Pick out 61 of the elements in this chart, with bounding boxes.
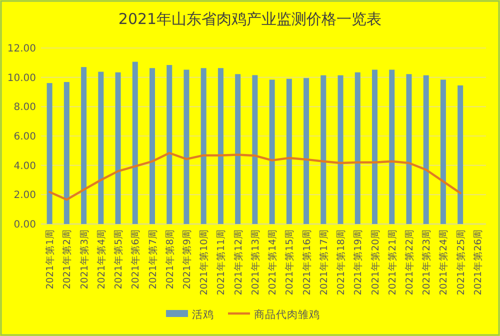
x-tick-label: 2021年第3周: [78, 229, 90, 290]
x-tick-label: 2021年第18周: [335, 229, 348, 296]
bar: [440, 80, 446, 224]
bar: [389, 70, 395, 224]
y-tick-label: 10.00: [7, 72, 36, 84]
x-tick-label: 2021年第21周: [386, 229, 398, 296]
y-tick-label: 8.00: [14, 102, 36, 114]
bar: [98, 72, 104, 224]
x-tick-label: 2021年第22周: [403, 229, 416, 296]
bar: [200, 68, 206, 224]
x-tick-label: 2021年第12周: [232, 229, 244, 296]
bar: [320, 75, 326, 224]
x-tick-label: 2021年第19周: [352, 229, 364, 296]
bar: [354, 72, 360, 224]
x-tick-label: 2021年第23周: [420, 229, 433, 296]
bar: [372, 70, 378, 224]
x-tick-label: 2021年第24周: [438, 229, 450, 296]
x-tick-label: 2021年第25周: [454, 229, 467, 296]
x-tick-label: 2021年第15周: [284, 229, 296, 296]
y-tick-label: 4.00: [14, 160, 36, 172]
legend-label: 商品代肉雏鸡: [254, 308, 320, 321]
y-tick-label: 6.00: [14, 132, 36, 142]
bar: [81, 67, 87, 224]
x-tick-label: 2021年第26周: [472, 229, 484, 296]
bar: [166, 65, 172, 224]
x-tick-label: 2021年第16周: [300, 229, 313, 296]
x-tick-label: 2021年第20周: [369, 229, 382, 296]
bar: [64, 82, 70, 224]
x-tick-label: 2021年第2周: [61, 229, 74, 290]
y-tick-label: 12.00: [7, 44, 36, 54]
x-tick-label: 2021年第8周: [164, 229, 176, 290]
bar: [235, 74, 241, 224]
bar: [46, 83, 52, 224]
y-tick-label: 2.00: [14, 190, 36, 202]
bar: [115, 72, 121, 224]
bar: [338, 75, 344, 224]
bar: [252, 75, 258, 224]
bar: [286, 78, 292, 224]
bar: [304, 78, 310, 224]
x-tick-label: 2021年第1周: [44, 229, 56, 290]
y-tick-label: 0.00: [14, 220, 36, 230]
x-tick-label: 2021年第10周: [198, 229, 210, 296]
bar: [423, 75, 429, 224]
x-tick-label: 2021年第13周: [249, 229, 262, 296]
bar: [458, 85, 464, 224]
bar: [132, 62, 138, 224]
x-tick-label: 2021年第4周: [95, 229, 108, 290]
bar: [218, 68, 224, 224]
x-tick-label: 2021年第5周: [112, 229, 125, 290]
x-tick-label: 2021年第7周: [146, 229, 159, 290]
x-tick-label: 2021年第14周: [266, 229, 279, 296]
bar: [150, 68, 155, 224]
legend-label: 活鸡: [192, 309, 214, 321]
x-tick-label: 2021年第11周: [215, 229, 228, 296]
x-tick-label: 2021年第9周: [180, 229, 193, 290]
bar: [406, 74, 412, 224]
bar: [269, 80, 275, 224]
title: 2021年山东省肉鸡产业监测价格一览表: [118, 10, 382, 28]
x-tick-label: 2021年第6周: [130, 229, 142, 290]
bar: [184, 70, 190, 224]
x-tick-label: 2021年第17周: [318, 229, 330, 296]
